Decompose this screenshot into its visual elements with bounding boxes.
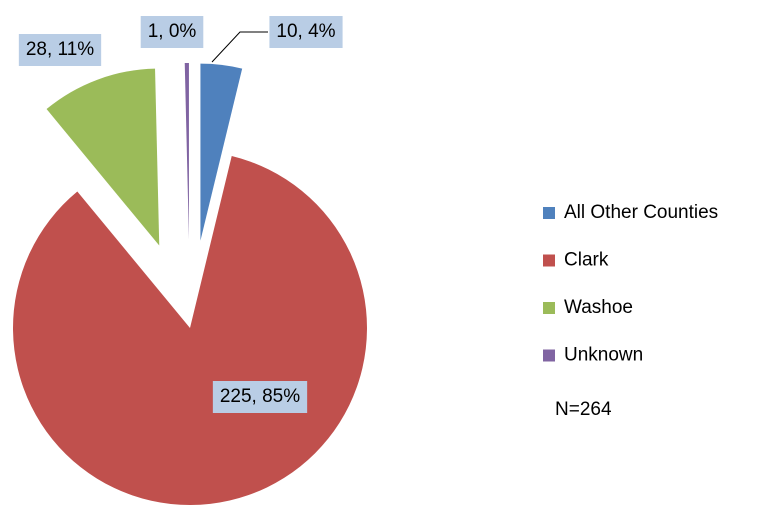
legend-label: Clark xyxy=(564,250,609,271)
data-label: 28, 11% xyxy=(26,39,94,60)
data-label-box xyxy=(140,16,204,48)
pie-slice xyxy=(200,63,243,241)
legend-swatch xyxy=(543,207,555,219)
pie-slice xyxy=(184,63,189,241)
legend-swatch xyxy=(543,254,555,267)
legend-label: Unknown xyxy=(564,345,643,366)
legend-label: All Other Counties xyxy=(564,202,718,223)
legend-swatch xyxy=(543,302,555,314)
pie-slice xyxy=(46,68,160,246)
leader-line xyxy=(211,31,268,63)
data-label-box xyxy=(18,34,102,66)
legend-swatch xyxy=(543,349,555,362)
data-label: 10, 4% xyxy=(276,21,335,42)
data-label-box xyxy=(269,16,343,48)
data-label: 1, 0% xyxy=(148,21,197,42)
pie-slice xyxy=(12,155,367,505)
annotation: N=264 xyxy=(555,399,612,420)
legend-label: Washoe xyxy=(564,297,633,318)
data-label: 225, 85% xyxy=(220,386,300,407)
data-label-box xyxy=(212,381,308,413)
